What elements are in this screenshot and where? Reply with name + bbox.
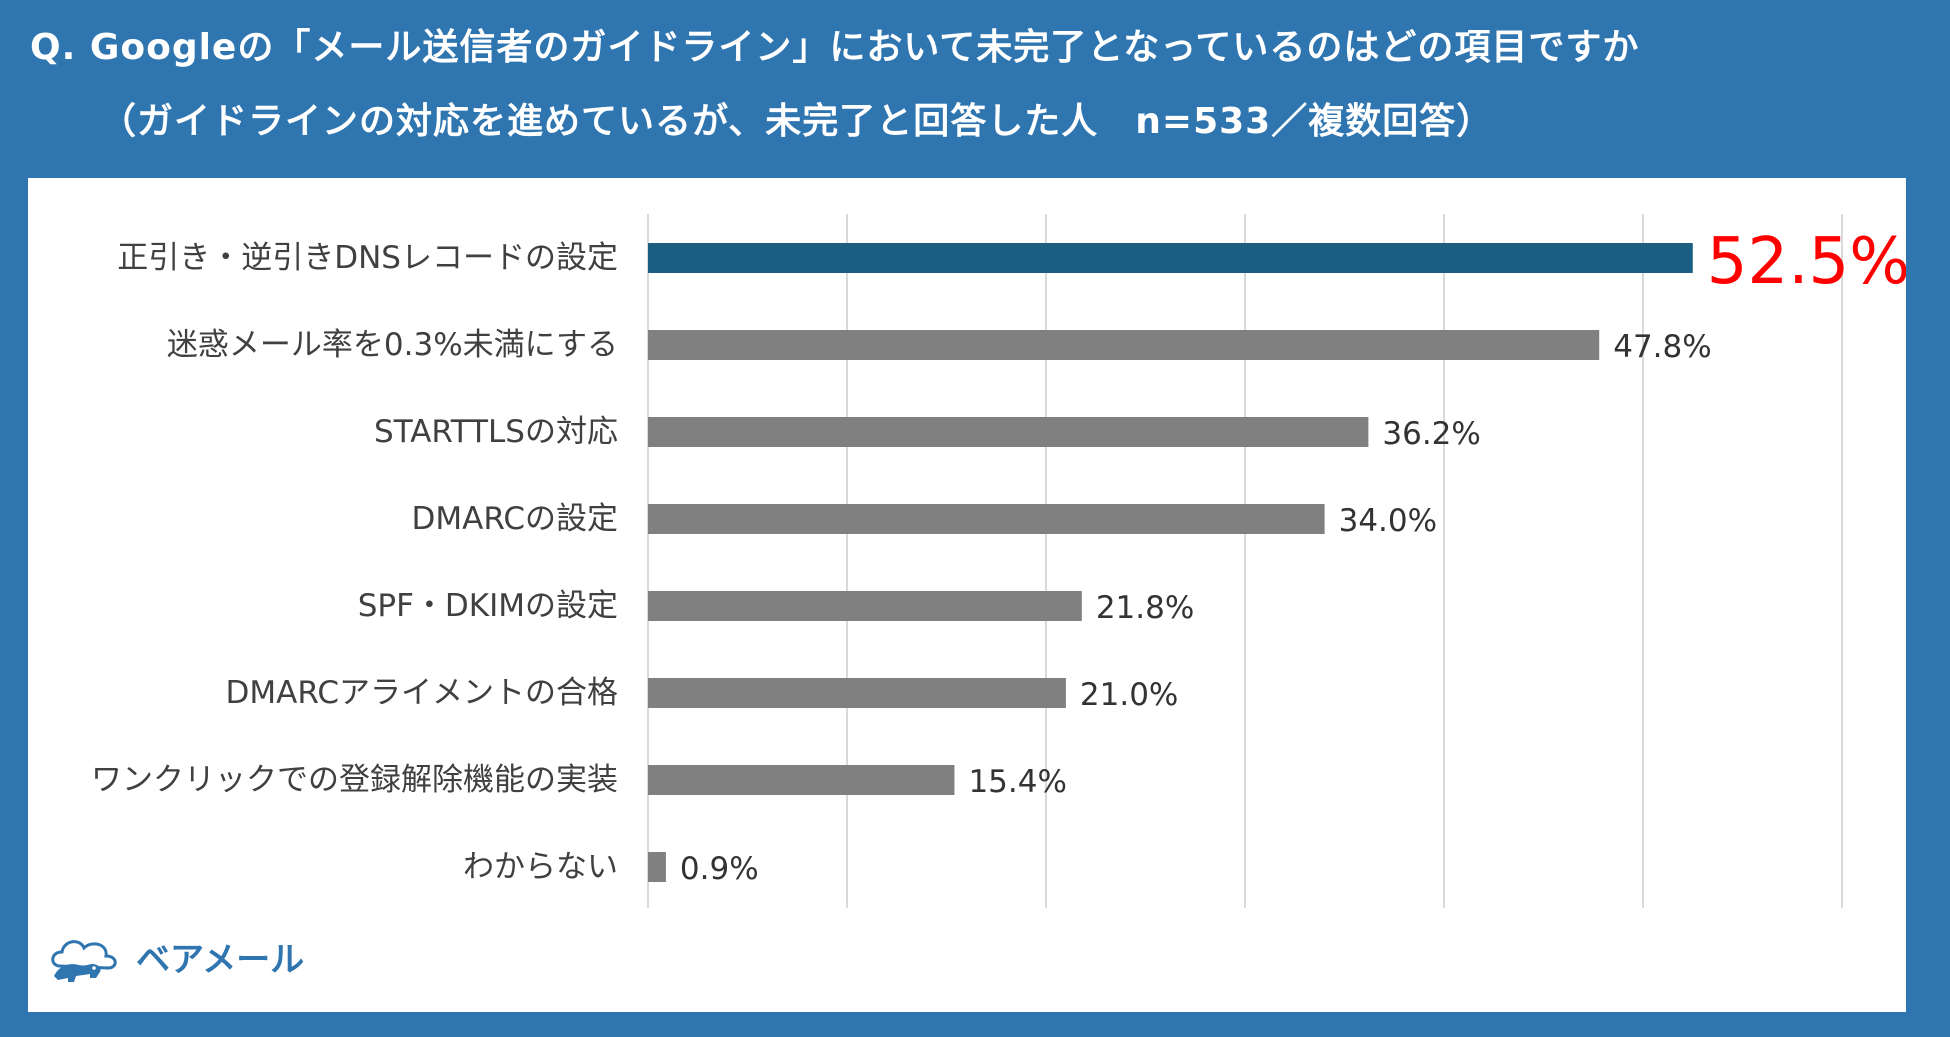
category-label: STARTTLSの対応 <box>374 414 618 450</box>
value-label: 21.8% <box>1096 590 1194 626</box>
bar <box>648 504 1325 534</box>
bar <box>648 591 1082 621</box>
bar <box>648 852 666 882</box>
brand-logo: ベアメール <box>46 926 304 986</box>
value-label: 47.8% <box>1613 329 1711 365</box>
question-subtitle: （ガイドラインの対応を進めているが、未完了と回答した人 n=533／複数回答） <box>100 101 1494 142</box>
category-label: SPF・DKIMの設定 <box>358 588 618 624</box>
chart-panel: 正引き・逆引きDNSレコードの設定 52.5% 迷惑メール率を0.3%未満にする 47… <box>28 178 1906 1012</box>
value-label: 15.4% <box>968 764 1066 800</box>
highlight-value-label: 52.5% <box>1707 225 1906 299</box>
category-label: 迷惑メール率を0.3%未満にする <box>167 327 618 363</box>
brand-name: ベアメール <box>136 939 305 980</box>
value-label: 0.9% <box>680 851 759 887</box>
category-label: わからない <box>463 849 618 885</box>
bear-cloud-logo-icon <box>51 940 117 982</box>
bar-chart: 正引き・逆引きDNSレコードの設定 52.5% 迷惑メール率を0.3%未満にする 47… <box>91 214 1906 908</box>
question-title: Q. Googleの「メール送信者のガイドライン」において未完了となっているのは… <box>30 27 1640 68</box>
value-label: 36.2% <box>1382 416 1480 452</box>
category-label: 正引き・逆引きDNSレコードの設定 <box>117 240 618 276</box>
bar <box>648 243 1693 273</box>
bar <box>648 330 1600 360</box>
bar <box>648 765 955 795</box>
bar <box>648 417 1369 447</box>
category-label: DMARCアライメントの合格 <box>226 675 618 711</box>
value-label: 21.0% <box>1080 677 1178 713</box>
chart-header: Q. Googleの「メール送信者のガイドライン」において未完了となっているのは… <box>0 0 1950 170</box>
bar <box>648 678 1066 708</box>
value-label: 34.0% <box>1339 503 1437 539</box>
category-label: DMARCの設定 <box>412 501 618 537</box>
category-label: ワンクリックでの登録解除機能の実装 <box>91 762 618 798</box>
